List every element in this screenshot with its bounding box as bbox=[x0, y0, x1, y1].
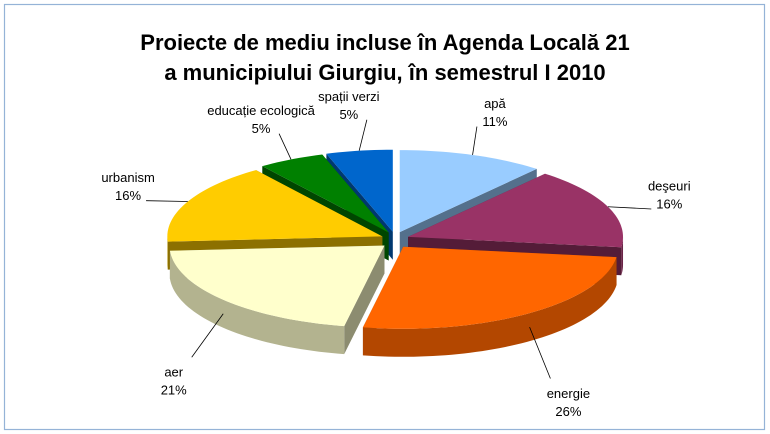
data-label-name: apă bbox=[484, 96, 506, 111]
data-label-name: energie bbox=[547, 386, 590, 401]
slice-wall bbox=[362, 257, 617, 357]
slice-top bbox=[399, 150, 537, 233]
leader-line bbox=[607, 206, 652, 210]
labels: apă 11% deşeuri 16% energie 26% aer 21% urbanism… bbox=[101, 89, 690, 419]
leader-line bbox=[358, 119, 368, 151]
data-label-name: aer bbox=[164, 365, 183, 380]
slice-top bbox=[169, 245, 385, 327]
slice-top bbox=[262, 154, 389, 233]
slice-wall bbox=[621, 236, 624, 276]
slice-top bbox=[362, 246, 617, 329]
leader-line bbox=[278, 133, 292, 160]
data-label-value: 26% bbox=[555, 404, 581, 419]
data-label-name: spații verzi bbox=[318, 89, 380, 104]
data-label-value: 21% bbox=[161, 383, 187, 398]
data-label-value: 16% bbox=[656, 196, 682, 211]
data-label-value: 16% bbox=[115, 188, 141, 203]
data-label-name: educație ecologică bbox=[207, 103, 315, 118]
slice-top bbox=[167, 170, 383, 242]
slice bbox=[169, 245, 385, 355]
leader-line bbox=[529, 326, 551, 379]
leader-line bbox=[146, 200, 188, 202]
data-label-value: 11% bbox=[482, 114, 507, 129]
chart-title: Proiecte de mediu incluse în Agenda Loca… bbox=[140, 30, 629, 55]
data-label-value: 5% bbox=[339, 107, 358, 122]
chart-title: a municipiului Giurgiu, în semestrul I 2… bbox=[164, 60, 605, 85]
leader-line bbox=[472, 126, 478, 156]
data-label-name: urbanism bbox=[101, 170, 154, 185]
slice-top bbox=[408, 173, 624, 248]
pie bbox=[167, 149, 624, 357]
slice-wall bbox=[169, 250, 345, 355]
leader-line bbox=[191, 313, 224, 358]
slice-top bbox=[326, 149, 393, 232]
data-label-name: deşeuri bbox=[648, 178, 691, 193]
slice bbox=[362, 246, 617, 357]
data-label-value: 5% bbox=[252, 121, 271, 136]
